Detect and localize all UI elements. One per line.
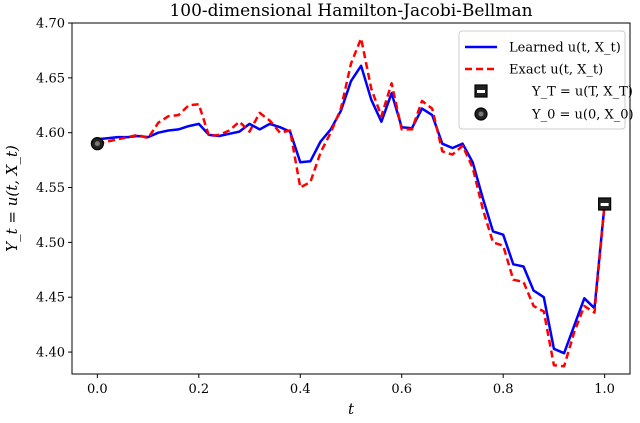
plot-layer xyxy=(90,37,612,368)
legend-box xyxy=(458,30,626,130)
y-tick-label: 4.40 xyxy=(36,346,65,361)
y-tick-label: 4.50 xyxy=(36,236,65,251)
legend-label-exact: Exact u(t, X_t) xyxy=(509,63,603,78)
initial-circle-marker-center xyxy=(94,141,100,147)
y-axis-label: Y_t = u(t, X_t) xyxy=(3,145,21,252)
y-tick-label: 4.70 xyxy=(36,17,65,32)
x-tick-label: 0.0 xyxy=(87,382,108,397)
legend-circle-marker-center xyxy=(478,111,484,117)
terminal-square-marker-highlight xyxy=(600,202,609,206)
x-tick-label: 0.8 xyxy=(493,382,514,397)
x-tick-label: 0.4 xyxy=(290,382,311,397)
series-line-learned xyxy=(97,64,606,355)
legend-label-initial: Y_0 = u(0, X_0) xyxy=(531,108,634,123)
x-axis-label: t xyxy=(348,400,355,418)
legend: Learned u(t, X_t) Exact u(t, X_t) Y_T = … xyxy=(458,30,634,130)
chart-title: 100-dimensional Hamilton-Jacobi-Bellman xyxy=(169,1,532,21)
y-tick-label: 4.45 xyxy=(36,291,65,306)
legend-label-terminal: Y_T = u(T, X_T) xyxy=(531,85,633,100)
legend-square-marker-highlight xyxy=(477,90,485,93)
legend-label-learned: Learned u(t, X_t) xyxy=(509,41,621,56)
ticks-layer: 0.0 0.2 0.4 0.6 0.8 1.0 4.40 4.45 4.50 4.55 4.60 4.… xyxy=(36,17,615,398)
series-line-exact xyxy=(97,37,606,368)
x-tick-label: 0.6 xyxy=(391,382,412,397)
legend-swatch-terminal-square xyxy=(474,84,488,98)
x-tick-label: 0.2 xyxy=(188,382,209,397)
legend-swatch-initial-circle xyxy=(474,107,488,121)
plot-frame xyxy=(71,22,631,375)
x-tick-label: 1.0 xyxy=(594,382,615,397)
y-tick-label: 4.65 xyxy=(36,71,65,86)
y-tick-label: 4.60 xyxy=(36,126,65,141)
y-tick-label: 4.55 xyxy=(36,181,65,196)
